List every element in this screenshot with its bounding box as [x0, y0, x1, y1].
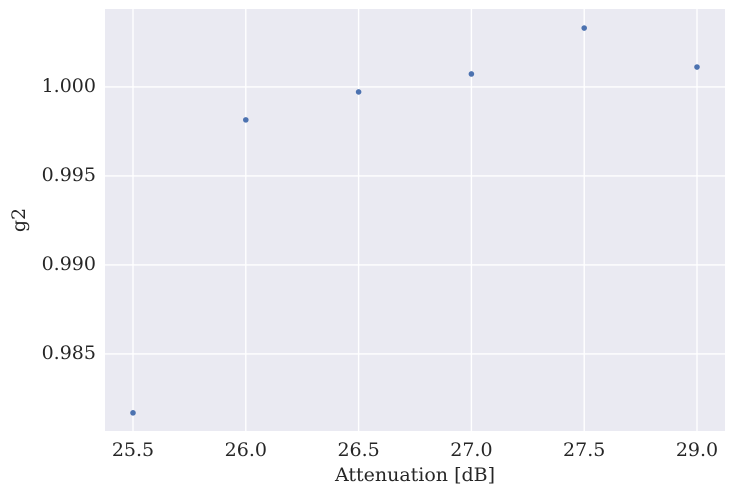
y-tick-label: 0.985: [42, 342, 96, 364]
plot-area: [105, 9, 725, 431]
x-tick-label: 26.5: [337, 439, 379, 461]
y-tick-label: 0.995: [42, 164, 96, 186]
point: [130, 410, 136, 416]
y-tick-label: 1.000: [42, 75, 96, 97]
x-axis-label: Attenuation [dB]: [334, 464, 495, 486]
x-tick-label: 26.0: [225, 439, 267, 461]
point: [243, 117, 249, 123]
x-tick-label: 25.5: [112, 439, 154, 461]
x-tick-label: 27.0: [450, 439, 492, 461]
point: [468, 71, 475, 77]
point: [581, 25, 587, 31]
x-tick-label: 27.5: [563, 439, 605, 461]
point: [694, 64, 700, 70]
point: [355, 89, 362, 95]
y-tick-label: 0.990: [42, 253, 96, 275]
y-axis-label: g2: [8, 208, 30, 232]
x-tick-label: 29.0: [676, 439, 718, 461]
